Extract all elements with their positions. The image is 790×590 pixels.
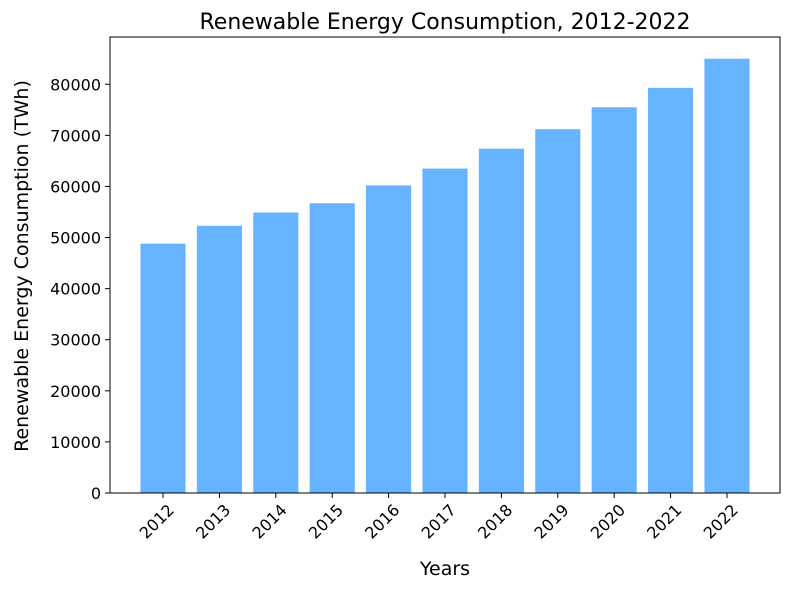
x-tick-label: 2015 <box>305 500 347 542</box>
y-ticks-group: 0 10000 20000 30000 40000 50000 60000 70000 8000… <box>50 75 110 503</box>
bar-2016 <box>366 185 412 493</box>
x-tick-label: 2012 <box>136 500 178 542</box>
x-tick-label: 2016 <box>361 500 403 542</box>
bar-2013 <box>196 225 242 493</box>
x-axis-label: Years <box>419 558 470 580</box>
bars-group <box>140 58 750 494</box>
x-tick-label: 2021 <box>643 500 685 542</box>
bar-2017 <box>422 168 468 493</box>
bar-2019 <box>535 129 581 493</box>
y-tick-label: 40000 <box>50 280 101 299</box>
y-tick-label: 80000 <box>50 75 101 94</box>
x-tick-label: 2019 <box>530 500 572 542</box>
bar-2022 <box>704 58 750 493</box>
bar-2021 <box>648 87 694 493</box>
y-tick-label: 50000 <box>50 229 101 248</box>
bar-2012 <box>140 243 186 493</box>
x-tick-label: 2014 <box>248 500 290 542</box>
bar-2018 <box>478 148 524 494</box>
y-tick-label: 0 <box>91 484 101 503</box>
x-tick-label: 2017 <box>418 500 460 542</box>
y-tick-label: 20000 <box>50 382 101 401</box>
x-tick-label: 2018 <box>474 500 516 542</box>
chart-title: Renewable Energy Consumption, 2012-2022 <box>199 10 690 35</box>
bar-2020 <box>591 107 637 493</box>
y-tick-label: 70000 <box>50 126 101 145</box>
x-tick-label: 2022 <box>700 500 742 542</box>
y-tick-label: 30000 <box>50 331 101 350</box>
y-axis-label: Renewable Energy Consumption (TWh) <box>11 80 33 452</box>
y-tick-label: 10000 <box>50 433 101 452</box>
y-tick-label: 60000 <box>50 177 101 196</box>
bar-2015 <box>309 203 355 493</box>
bar-2014 <box>253 212 299 494</box>
x-tick-label: 2013 <box>192 500 234 542</box>
x-ticks-group: 2012 2013 2014 2015 2016 2017 2018 2019 2020 2021… <box>136 493 742 543</box>
plot-frame <box>109 36 781 494</box>
x-tick-label: 2020 <box>587 500 629 542</box>
